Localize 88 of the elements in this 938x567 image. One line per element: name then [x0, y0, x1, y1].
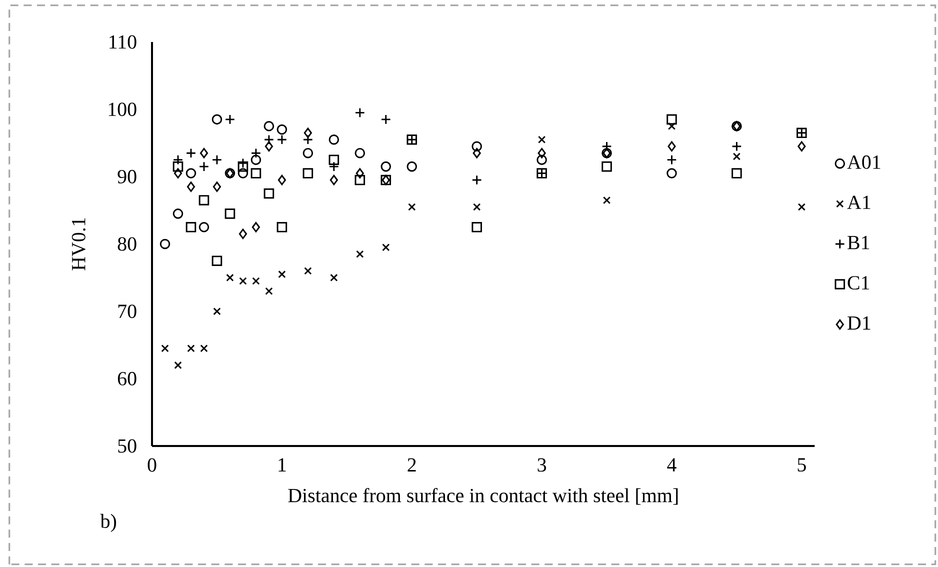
point [186, 182, 196, 192]
x-axis-title: Distance from surface in contact with steel [mm] [288, 488, 678, 505]
point [174, 361, 182, 370]
point [408, 203, 416, 211]
legend-label: A1 [847, 196, 870, 209]
x-tick-label: 2 [408, 458, 416, 472]
point [224, 208, 236, 219]
y-tick-label: 60 [118, 372, 136, 386]
point [278, 270, 286, 278]
point [330, 174, 338, 186]
point [354, 148, 366, 158]
point [264, 121, 274, 132]
legend-label: B1 [848, 236, 870, 250]
point [354, 174, 366, 186]
point [186, 168, 196, 178]
y-axis-title: HV0.1 [72, 218, 86, 270]
point [198, 222, 210, 232]
point [538, 136, 546, 144]
point [472, 203, 481, 211]
point [732, 152, 741, 160]
point [264, 188, 274, 199]
y-tick-label: 90 [118, 170, 136, 184]
point [538, 148, 546, 158]
point [212, 182, 222, 192]
point [238, 161, 248, 172]
point [302, 148, 314, 158]
point [265, 287, 273, 295]
point [472, 148, 481, 158]
point [238, 168, 248, 178]
point [668, 122, 676, 130]
y-tick-label: 80 [118, 237, 136, 251]
point [382, 244, 390, 252]
point [798, 203, 806, 211]
point [472, 222, 482, 232]
point [212, 256, 222, 266]
x-tick-label: 4 [667, 458, 676, 472]
point [668, 141, 676, 152]
x-tick-label: 0 [148, 458, 156, 472]
point [302, 168, 314, 178]
y-tick-label: 70 [118, 304, 136, 318]
point [238, 228, 247, 240]
point [276, 124, 288, 135]
point [356, 250, 364, 258]
point [666, 114, 677, 125]
point [536, 154, 547, 165]
point [250, 168, 262, 178]
y-tick-label: 50 [118, 439, 136, 453]
point [472, 141, 482, 152]
point [200, 344, 208, 352]
x-tick-label: 1 [278, 458, 286, 472]
point [160, 238, 170, 250]
x-tick-label: 3 [538, 458, 546, 472]
point [174, 168, 182, 178]
point [213, 307, 221, 316]
x-tick-label: 5 [798, 458, 806, 472]
point [602, 196, 611, 204]
legend-label: C1 [848, 276, 870, 290]
point [200, 148, 208, 158]
text: b) [100, 514, 116, 532]
point [161, 344, 169, 352]
point [226, 274, 234, 282]
point [186, 222, 196, 232]
point [304, 267, 312, 275]
legend-label: D1 [848, 316, 870, 330]
point [239, 277, 247, 285]
point [328, 134, 340, 145]
point [356, 168, 364, 178]
point [380, 161, 392, 172]
point [666, 168, 677, 178]
point [212, 114, 222, 125]
point [276, 222, 288, 232]
legend-label: A01 [847, 155, 880, 169]
y-tick-label: 110 [110, 35, 136, 49]
point [406, 161, 418, 172]
point [304, 128, 312, 138]
point [198, 195, 210, 206]
point [798, 141, 806, 152]
point [732, 168, 742, 178]
point [602, 161, 612, 172]
point [187, 344, 195, 352]
point [172, 161, 184, 172]
point [330, 274, 338, 282]
y-tick-label: 100 [108, 102, 136, 116]
point [278, 174, 286, 186]
point [252, 277, 260, 285]
point [172, 208, 184, 219]
point [250, 154, 262, 165]
point [252, 222, 260, 232]
